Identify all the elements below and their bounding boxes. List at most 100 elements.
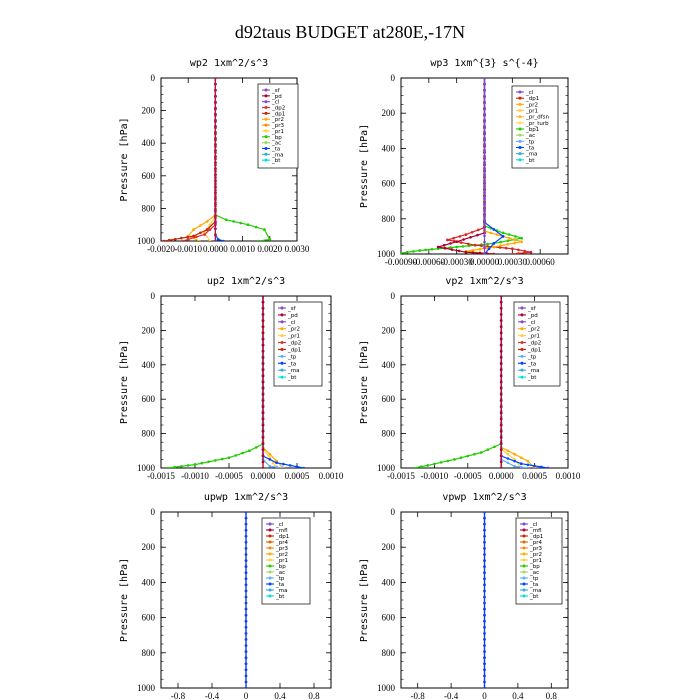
- series-marker: [511, 247, 514, 250]
- y-tick-label: 400: [142, 138, 156, 148]
- y-tick-label: 0: [391, 73, 396, 83]
- series-marker: [483, 674, 486, 678]
- series-marker: [499, 429, 503, 433]
- series-marker: [513, 459, 516, 463]
- series-marker: [483, 541, 486, 544]
- legend-label: _bp: [271, 135, 282, 141]
- legend-label: _pr3: [275, 546, 289, 552]
- series-marker: [483, 143, 486, 147]
- series-marker: [492, 228, 496, 231]
- series-marker: [483, 656, 486, 659]
- series-marker: [234, 454, 238, 457]
- series-marker: [483, 583, 486, 587]
- legend-label: _dp1: [287, 347, 301, 353]
- series-marker: [244, 644, 248, 647]
- chart-panel-2: wp3 1xm^{3} s^{-4} Pressure [hPa] 0 200 400 6…: [359, 58, 569, 267]
- series-marker: [244, 595, 248, 599]
- legend-marker: [268, 594, 272, 598]
- legend-label: _cl: [275, 522, 284, 528]
- series-marker: [526, 459, 530, 463]
- legend-label: _dp1: [271, 111, 285, 117]
- series-marker: [506, 243, 510, 246]
- y-tick-label: 200: [142, 542, 156, 552]
- series-marker: [244, 607, 248, 611]
- y-tick-label: 200: [142, 325, 156, 335]
- legend: _sf_pd_cl_pr2_pr1_dp2_dp1_tp_ta_ma_bt: [513, 301, 561, 387]
- y-tick-label: 200: [382, 108, 396, 118]
- legend-marker: [264, 117, 268, 121]
- series-marker: [214, 137, 217, 140]
- series-marker: [504, 246, 508, 250]
- series-marker: [523, 251, 526, 254]
- legend-label: _ac: [525, 133, 535, 139]
- y-tick-label: 600: [382, 179, 396, 189]
- series-marker: [214, 149, 217, 152]
- series-marker: [476, 233, 479, 237]
- series-marker: [214, 94, 217, 98]
- y-tick-label: 1000: [377, 249, 396, 259]
- series-marker: [499, 350, 503, 353]
- series-marker: [483, 107, 486, 110]
- series-marker: [483, 662, 486, 665]
- series-marker: [244, 656, 248, 659]
- legend-label: _bp: [275, 564, 286, 570]
- legend-label: _sf: [527, 306, 537, 312]
- series-marker: [446, 238, 449, 242]
- series-marker: [483, 252, 486, 254]
- x-tick-label: 0.0005: [522, 471, 547, 481]
- series-marker: [197, 239, 201, 241]
- series-marker: [214, 173, 217, 176]
- legend-label: _bp1: [525, 127, 539, 133]
- y-tick-label: 1000: [377, 683, 396, 693]
- series-marker: [214, 227, 217, 231]
- legend: _cl_mfl_dp1_pr4_pr3_pr2_pr1_bp_ac_tp_ta_…: [261, 517, 311, 605]
- series-marker: [485, 246, 489, 250]
- series-marker: [480, 244, 483, 248]
- series-marker: [499, 460, 503, 464]
- series-marker: [195, 235, 198, 239]
- x-tick-label: -0.8: [411, 691, 426, 700]
- series-marker: [244, 686, 248, 688]
- series-marker: [483, 94, 486, 98]
- legend-label: _tp: [527, 354, 537, 360]
- y-tick-label: 0: [391, 291, 396, 301]
- series-marker: [268, 452, 272, 456]
- panel-title: vpwp 1xm^2/s^3: [442, 492, 526, 503]
- series-marker: [214, 233, 217, 237]
- series-marker: [483, 512, 486, 514]
- legend-label: _ma: [271, 152, 283, 158]
- series-marker: [499, 296, 503, 298]
- series-marker: [499, 399, 503, 402]
- legend-label: _ma: [525, 152, 537, 158]
- x-tick-label: 0: [482, 691, 487, 700]
- series-marker: [275, 461, 278, 465]
- legend-label: _pr2: [525, 102, 538, 108]
- series-marker: [433, 462, 436, 466]
- series-marker: [227, 456, 231, 460]
- series-marker: [244, 559, 248, 562]
- series-marker: [232, 220, 235, 223]
- series-marker: [483, 155, 486, 159]
- series-group: [244, 512, 248, 688]
- series-marker: [499, 386, 503, 390]
- series-marker: [478, 247, 482, 251]
- legend-marker: [268, 558, 272, 562]
- legend-label: _bt: [287, 375, 297, 381]
- series-marker: [162, 239, 165, 241]
- legend-label: _tp: [525, 139, 535, 145]
- legend-marker: [264, 129, 268, 133]
- y-tick-label: 800: [382, 214, 396, 224]
- y-tick-label: 800: [382, 648, 396, 658]
- series-marker: [244, 516, 248, 520]
- series-marker: [244, 619, 248, 623]
- series-marker: [244, 553, 248, 556]
- legend-marker: [520, 327, 524, 331]
- y-tick-label: 600: [142, 613, 156, 623]
- series-marker: [222, 239, 225, 241]
- x-tick-label: 0.0000: [203, 244, 228, 254]
- series-group: [162, 78, 272, 241]
- y-tick-label: 600: [142, 171, 156, 181]
- series-group: [401, 78, 533, 254]
- series-marker: [506, 449, 510, 453]
- legend-marker: [268, 540, 272, 544]
